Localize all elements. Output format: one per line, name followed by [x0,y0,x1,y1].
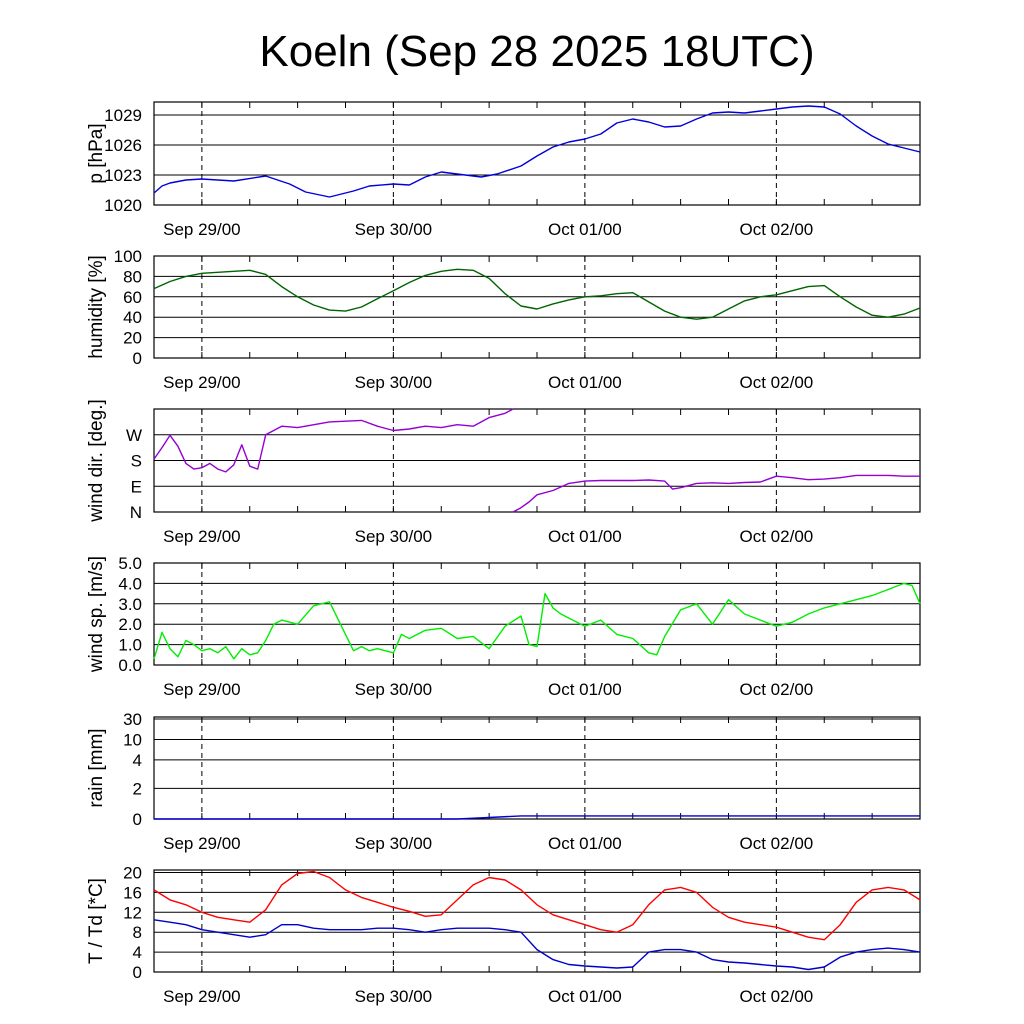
xtick-label: Oct 02/00 [740,373,814,392]
ytick-label-pressure: 1029 [104,106,142,125]
series-line-t [153,870,921,941]
ytick-label-wind_speed: 4.0 [118,574,142,593]
xtick-label: Sep 30/00 [355,527,433,546]
series-line-wind-direction-wrapped- [512,474,920,513]
ytick-label-rain: 10 [123,730,142,749]
ytick-label-wind_direction: N [130,503,142,522]
xtick-label: Sep 29/00 [163,680,241,699]
xtick-label: Oct 01/00 [548,834,622,853]
ytick-label-pressure: 1023 [104,166,142,185]
panel-frame-wind_direction [153,408,921,513]
ylabel-pressure: p [hPa] [86,123,107,183]
xtick-label: Sep 29/00 [163,373,241,392]
xtick-label: Oct 01/00 [548,987,622,1006]
xtick-label: Oct 01/00 [548,373,622,392]
xtick-label: Oct 01/00 [548,527,622,546]
ytick-label-temperature: 0 [133,963,142,982]
ytick-label-humidity: 20 [123,329,142,348]
xtick-label: Oct 02/00 [740,834,814,853]
panel-frame-rain [153,716,921,820]
ytick-label-temperature: 12 [123,903,142,922]
ytick-label-rain: 30 [123,710,142,729]
ytick-label-humidity: 60 [123,288,142,307]
ytick-label-temperature: 16 [123,883,142,902]
xtick-label: Oct 01/00 [548,220,622,239]
series-line-td [153,919,921,971]
ytick-label-wind_direction: E [131,477,142,496]
ytick-label-wind_speed: 1.0 [118,636,142,655]
series-line-wind-direction [153,408,514,473]
panel-frame-pressure [153,101,921,206]
xtick-label: Sep 30/00 [355,680,433,699]
xtick-label: Sep 29/00 [163,220,241,239]
xtick-label: Sep 30/00 [355,834,433,853]
ytick-label-temperature: 4 [133,943,142,962]
panel-frame-wind_speed [153,562,921,666]
xtick-label: Oct 02/00 [740,220,814,239]
ytick-label-wind_speed: 0.0 [118,656,142,675]
ytick-label-wind_speed: 2.0 [118,615,142,634]
panel-frame-humidity [153,255,921,359]
xtick-label: Sep 30/00 [355,987,433,1006]
series-line-humidity [153,268,921,320]
xtick-label: Sep 30/00 [355,373,433,392]
ylabel-rain: rain [mm] [86,728,107,807]
xtick-label: Sep 29/00 [163,987,241,1006]
panel-frame-temperature [153,869,921,973]
ytick-label-humidity: 100 [114,247,142,266]
ytick-label-wind_speed: 3.0 [118,595,142,614]
xtick-label: Sep 29/00 [163,527,241,546]
ylabel-humidity: humidity [%] [86,255,107,358]
ytick-label-wind_direction: W [126,426,142,445]
series-line-p [153,105,921,198]
ytick-label-humidity: 0 [133,349,142,368]
series-line-accumulated-rain [154,815,920,820]
ytick-label-rain: 4 [133,751,142,770]
ytick-label-wind_speed: 5.0 [118,554,142,573]
xtick-label: Sep 30/00 [355,220,433,239]
ytick-label-temperature: 8 [133,923,142,942]
ytick-label-wind_direction: S [131,452,142,471]
xtick-label: Oct 02/00 [740,680,814,699]
xtick-label: Oct 01/00 [548,680,622,699]
ytick-label-pressure: 1026 [104,136,142,155]
ylabel-wind_direction: wind dir. [deg.] [86,399,107,523]
ylabel-wind_speed: wind sp. [m/s] [86,556,107,673]
ytick-label-temperature: 20 [123,863,142,882]
xtick-label: Oct 02/00 [740,527,814,546]
xtick-label: Oct 02/00 [740,987,814,1006]
ytick-label-pressure: 1020 [104,196,142,215]
series-line-wind-speed [153,582,921,660]
ytick-label-rain: 0 [133,810,142,829]
ytick-label-humidity: 40 [123,308,142,327]
ytick-label-humidity: 80 [123,267,142,286]
ytick-label-rain: 2 [133,779,142,798]
xtick-label: Sep 29/00 [163,834,241,853]
chart-title: Koeln (Sep 28 2025 18UTC) [259,27,814,76]
ylabel-temperature: T / Td [*C] [86,878,107,964]
